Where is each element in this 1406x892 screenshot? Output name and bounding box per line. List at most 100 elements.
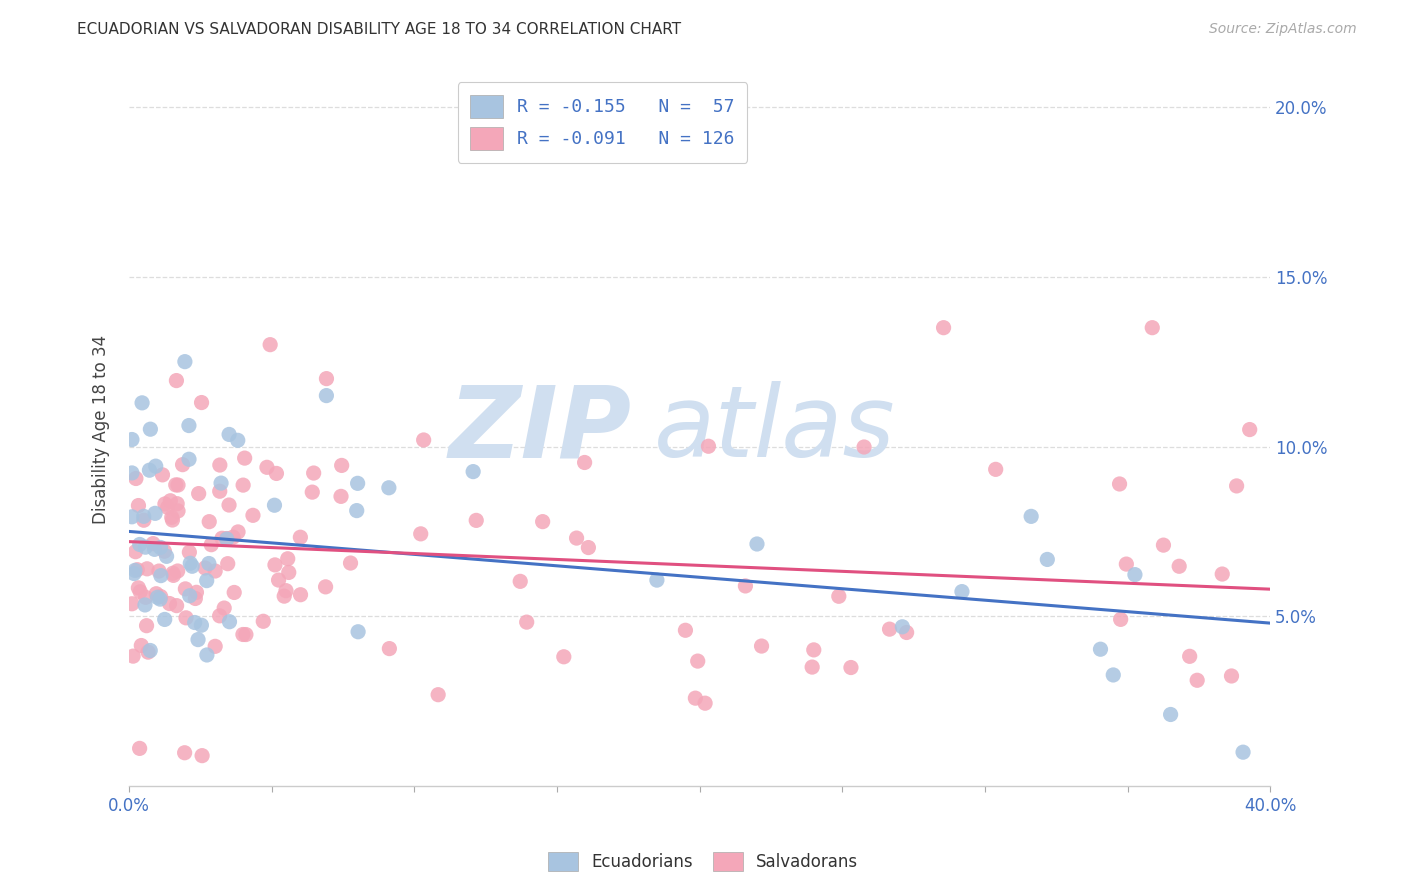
Point — [204, 640, 226, 654]
Point — [1160, 707, 1182, 722]
Point — [950, 584, 973, 599]
Point — [159, 493, 181, 508]
Point — [516, 615, 538, 629]
Point — [195, 574, 218, 588]
Point — [194, 561, 217, 575]
Point — [183, 615, 205, 630]
Point — [256, 460, 278, 475]
Point — [226, 434, 249, 448]
Point — [166, 497, 188, 511]
Point — [267, 573, 290, 587]
Point — [1239, 423, 1261, 437]
Point — [187, 632, 209, 647]
Point — [208, 608, 231, 623]
Point — [277, 551, 299, 566]
Point — [1232, 745, 1254, 759]
Point — [217, 557, 239, 571]
Point — [315, 388, 337, 402]
Point — [190, 395, 212, 409]
Point — [1109, 612, 1132, 626]
Point — [121, 466, 143, 480]
Point — [330, 458, 353, 473]
Point — [155, 549, 177, 564]
Point — [235, 627, 257, 641]
Point — [565, 531, 588, 545]
Point — [149, 592, 172, 607]
Point — [427, 688, 450, 702]
Point — [801, 660, 824, 674]
Point — [1123, 567, 1146, 582]
Point — [131, 639, 153, 653]
Point — [1220, 669, 1243, 683]
Point — [145, 587, 167, 601]
Point — [266, 467, 288, 481]
Point — [165, 478, 187, 492]
Point — [896, 625, 918, 640]
Point — [127, 563, 149, 577]
Point — [162, 568, 184, 582]
Point — [177, 418, 200, 433]
Point — [1152, 538, 1174, 552]
Point — [346, 476, 368, 491]
Point — [121, 509, 143, 524]
Point — [134, 598, 156, 612]
Point — [1019, 509, 1042, 524]
Point — [131, 396, 153, 410]
Point — [153, 497, 176, 511]
Point — [891, 620, 914, 634]
Point — [347, 624, 370, 639]
Point — [1102, 668, 1125, 682]
Point — [167, 504, 190, 518]
Point — [232, 627, 254, 641]
Point — [734, 579, 756, 593]
Point — [315, 580, 337, 594]
Text: atlas: atlas — [654, 381, 896, 478]
Point — [191, 748, 214, 763]
Point — [181, 559, 204, 574]
Point — [853, 440, 876, 454]
Point — [242, 508, 264, 523]
Point — [1168, 559, 1191, 574]
Point — [125, 471, 148, 485]
Point — [149, 568, 172, 582]
Point — [222, 530, 245, 544]
Point — [1090, 642, 1112, 657]
Point — [693, 696, 716, 710]
Point — [121, 433, 143, 447]
Point — [685, 691, 707, 706]
Point — [136, 562, 159, 576]
Point — [179, 589, 201, 603]
Point — [211, 531, 233, 545]
Point — [173, 746, 195, 760]
Point — [124, 545, 146, 559]
Point — [218, 427, 240, 442]
Point — [162, 566, 184, 581]
Point — [828, 589, 851, 603]
Point — [259, 337, 281, 351]
Point — [172, 458, 194, 472]
Point — [1185, 673, 1208, 688]
Point — [263, 498, 285, 512]
Point — [215, 532, 238, 546]
Point — [346, 503, 368, 517]
Point — [198, 515, 221, 529]
Point — [301, 485, 323, 500]
Point — [152, 467, 174, 482]
Point — [142, 536, 165, 550]
Point — [139, 422, 162, 436]
Point — [576, 541, 599, 555]
Point — [204, 564, 226, 578]
Point — [162, 513, 184, 527]
Point — [136, 645, 159, 659]
Point — [226, 524, 249, 539]
Point — [277, 566, 299, 580]
Point — [378, 641, 401, 656]
Point — [135, 591, 157, 605]
Point — [839, 660, 862, 674]
Point — [179, 545, 201, 559]
Point — [139, 643, 162, 657]
Text: ECUADORIAN VS SALVADORAN DISABILITY AGE 18 TO 34 CORRELATION CHART: ECUADORIAN VS SALVADORAN DISABILITY AGE … — [77, 22, 682, 37]
Point — [121, 597, 143, 611]
Point — [745, 537, 768, 551]
Point — [208, 458, 231, 472]
